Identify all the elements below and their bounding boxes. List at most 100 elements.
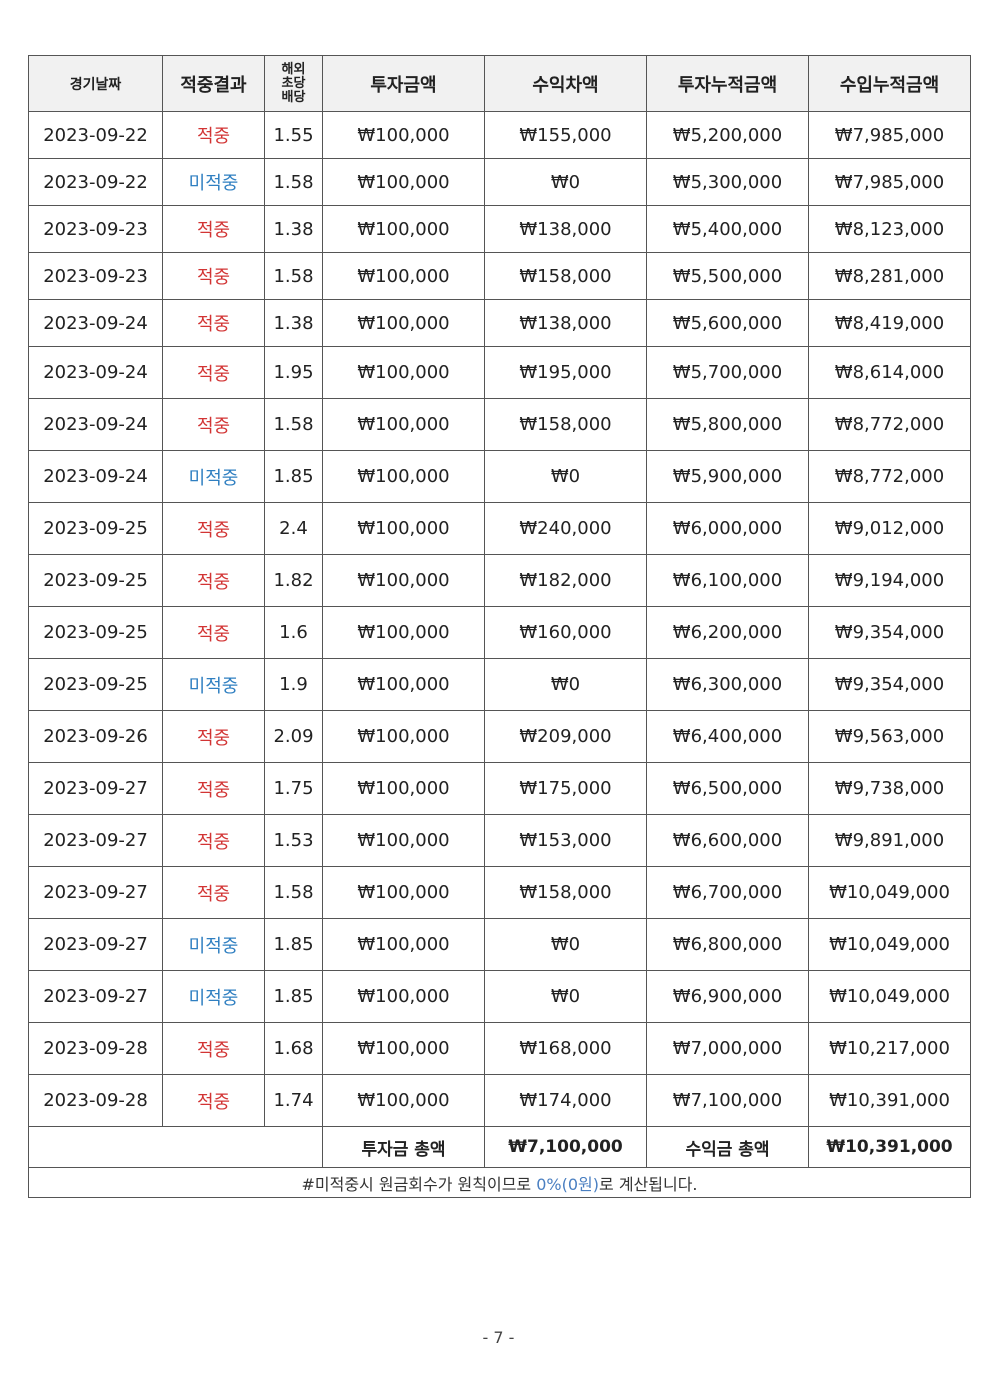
cell-income-cum: ₩10,391,000 <box>808 1074 971 1127</box>
cell-odds: 1.82 <box>264 554 323 607</box>
cell-date: 2023-09-22 <box>28 158 163 206</box>
cell-odds: 1.58 <box>264 866 323 919</box>
cell-income-cum: ₩10,049,000 <box>808 970 971 1023</box>
cell-date: 2023-09-24 <box>28 398 163 451</box>
cell-odds: 1.9 <box>264 658 323 711</box>
page-number: - 7 - <box>482 1328 515 1347</box>
betting-results-table: 경기날짜 적중결과 해외 초당 배당 투자금액 수익차액 투자누적금액 수입누적… <box>28 55 971 1198</box>
cell-income-cum: ₩10,049,000 <box>808 866 971 919</box>
cell-profit: ₩0 <box>484 918 647 971</box>
cell-result: 적중 <box>162 205 265 253</box>
table-row: 2023-09-22 미적중 1.58 ₩100,000 ₩0 ₩5,300,000 ₩7,… <box>28 158 971 206</box>
header-odds: 해외 초당 배당 <box>264 55 323 112</box>
cell-invest: ₩100,000 <box>322 658 485 711</box>
cell-income-cum: ₩8,123,000 <box>808 205 971 253</box>
cell-invest-cum: ₩5,500,000 <box>646 252 809 300</box>
cell-invest-cum: ₩5,400,000 <box>646 205 809 253</box>
cell-invest-cum: ₩5,700,000 <box>646 346 809 399</box>
cell-income-cum: ₩9,738,000 <box>808 762 971 815</box>
cell-date: 2023-09-25 <box>28 502 163 555</box>
cell-invest-cum: ₩5,900,000 <box>646 450 809 503</box>
cell-result: 미적중 <box>162 158 265 206</box>
note-text-before: #미적중시 원금회수가 원칙이므로 <box>301 1174 537 1194</box>
cell-profit: ₩138,000 <box>484 205 647 253</box>
cell-invest-cum: ₩6,700,000 <box>646 866 809 919</box>
cell-profit: ₩174,000 <box>484 1074 647 1127</box>
table-row: 2023-09-24 미적중 1.85 ₩100,000 ₩0 ₩5,900,000 ₩8,… <box>28 450 971 503</box>
cell-odds: 1.6 <box>264 606 323 659</box>
cell-invest-cum: ₩6,200,000 <box>646 606 809 659</box>
cell-date: 2023-09-24 <box>28 346 163 399</box>
cell-date: 2023-09-22 <box>28 111 163 159</box>
cell-profit: ₩155,000 <box>484 111 647 159</box>
cell-result: 적중 <box>162 606 265 659</box>
note-highlight: 0%(0원) <box>536 1174 600 1194</box>
cell-invest-cum: ₩7,100,000 <box>646 1074 809 1127</box>
cell-invest-cum: ₩6,000,000 <box>646 502 809 555</box>
total-income-value: ₩10,391,000 <box>808 1126 971 1168</box>
cell-invest: ₩100,000 <box>322 346 485 399</box>
cell-result: 적중 <box>162 502 265 555</box>
totals-row: 투자금 총액 ₩7,100,000 수익금 총액 ₩10,391,000 <box>28 1126 971 1168</box>
cell-date: 2023-09-25 <box>28 554 163 607</box>
cell-income-cum: ₩8,772,000 <box>808 398 971 451</box>
cell-odds: 1.74 <box>264 1074 323 1127</box>
cell-date: 2023-09-27 <box>28 970 163 1023</box>
cell-result: 미적중 <box>162 970 265 1023</box>
cell-income-cum: ₩9,354,000 <box>808 606 971 659</box>
cell-invest: ₩100,000 <box>322 866 485 919</box>
table-row: 2023-09-24 적중 1.38 ₩100,000 ₩138,000 ₩5,600,0… <box>28 299 971 347</box>
cell-invest: ₩100,000 <box>322 710 485 763</box>
total-income-label: 수익금 총액 <box>646 1126 809 1168</box>
cell-income-cum: ₩9,891,000 <box>808 814 971 867</box>
cell-result: 미적중 <box>162 450 265 503</box>
table-row: 2023-09-27 적중 1.75 ₩100,000 ₩175,000 ₩6,500,0… <box>28 762 971 815</box>
cell-result: 적중 <box>162 398 265 451</box>
cell-income-cum: ₩10,217,000 <box>808 1022 971 1075</box>
table-row: 2023-09-27 적중 1.58 ₩100,000 ₩158,000 ₩6,700,0… <box>28 866 971 919</box>
cell-invest-cum: ₩6,500,000 <box>646 762 809 815</box>
cell-profit: ₩158,000 <box>484 252 647 300</box>
cell-date: 2023-09-28 <box>28 1074 163 1127</box>
cell-result: 적중 <box>162 814 265 867</box>
cell-invest: ₩100,000 <box>322 1074 485 1127</box>
note-cell: #미적중시 원금회수가 원칙이므로 0%(0원)로 계산됩니다. <box>28 1167 971 1198</box>
cell-invest-cum: ₩5,600,000 <box>646 299 809 347</box>
cell-invest: ₩100,000 <box>322 252 485 300</box>
cell-invest-cum: ₩5,800,000 <box>646 398 809 451</box>
cell-invest: ₩100,000 <box>322 918 485 971</box>
cell-invest: ₩100,000 <box>322 158 485 206</box>
cell-income-cum: ₩8,281,000 <box>808 252 971 300</box>
total-invest-label: 투자금 총액 <box>322 1126 485 1168</box>
cell-income-cum: ₩7,985,000 <box>808 111 971 159</box>
cell-invest: ₩100,000 <box>322 205 485 253</box>
cell-date: 2023-09-25 <box>28 658 163 711</box>
cell-result: 미적중 <box>162 918 265 971</box>
cell-profit: ₩160,000 <box>484 606 647 659</box>
table-row: 2023-09-28 적중 1.68 ₩100,000 ₩168,000 ₩7,000,0… <box>28 1022 971 1075</box>
cell-invest: ₩100,000 <box>322 970 485 1023</box>
cell-date: 2023-09-25 <box>28 606 163 659</box>
cell-odds: 1.85 <box>264 970 323 1023</box>
cell-date: 2023-09-27 <box>28 814 163 867</box>
header-invest: 투자금액 <box>322 55 485 112</box>
cell-profit: ₩0 <box>484 658 647 711</box>
header-invest-cum: 투자누적금액 <box>646 55 809 112</box>
cell-odds: 2.4 <box>264 502 323 555</box>
cell-odds: 1.58 <box>264 252 323 300</box>
cell-income-cum: ₩9,194,000 <box>808 554 971 607</box>
cell-profit: ₩158,000 <box>484 398 647 451</box>
cell-invest-cum: ₩6,800,000 <box>646 918 809 971</box>
cell-odds: 1.58 <box>264 158 323 206</box>
note-text-after: 로 계산됩니다. <box>599 1174 698 1194</box>
table-row: 2023-09-27 적중 1.53 ₩100,000 ₩153,000 ₩6,600,0… <box>28 814 971 867</box>
note-row: #미적중시 원금회수가 원칙이므로 0%(0원)로 계산됩니다. <box>28 1167 971 1198</box>
cell-invest-cum: ₩6,300,000 <box>646 658 809 711</box>
cell-income-cum: ₩9,354,000 <box>808 658 971 711</box>
cell-invest: ₩100,000 <box>322 299 485 347</box>
cell-odds: 1.85 <box>264 450 323 503</box>
cell-odds: 1.55 <box>264 111 323 159</box>
table-row: 2023-09-24 적중 1.58 ₩100,000 ₩158,000 ₩5,800,0… <box>28 398 971 451</box>
cell-odds: 1.75 <box>264 762 323 815</box>
cell-result: 적중 <box>162 111 265 159</box>
